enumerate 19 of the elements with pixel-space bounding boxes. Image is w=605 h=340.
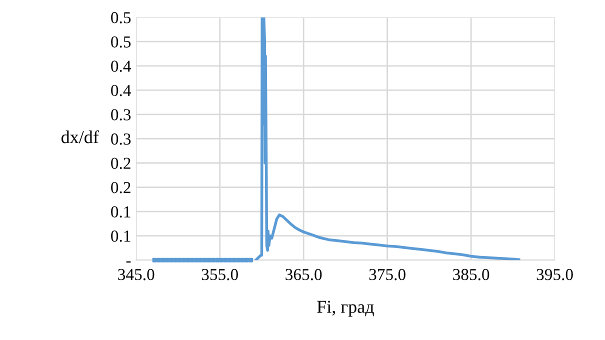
y-tick-label: 0.1 [111,230,130,242]
y-tick-label: 0.3 [111,133,131,145]
y-tick-label: 0.1 [111,206,130,218]
y-tick-label: 0.2 [111,182,130,194]
x-tick-label: 385.0 [453,268,490,280]
x-axis-title: Fi, град [317,300,374,317]
y-tick-label: 0.3 [111,109,131,120]
y-tick-label: - [126,261,131,263]
x-tick-label: 395.0 [536,268,573,280]
y-tick-label: 0.4 [111,60,132,72]
x-tick-label: 345.0 [118,268,154,280]
y-tick-label: 0.4 [111,84,132,96]
x-tick-label: 365.0 [286,268,322,280]
x-tick-label: 355.0 [202,268,238,280]
x-tick-label: 375.0 [369,268,406,280]
y-tick-label: 0.5 [111,12,131,24]
y-tick-label: 0.2 [111,158,130,170]
y-tick-label: 0.5 [111,36,131,48]
y-axis-title: dx/df [61,130,99,144]
